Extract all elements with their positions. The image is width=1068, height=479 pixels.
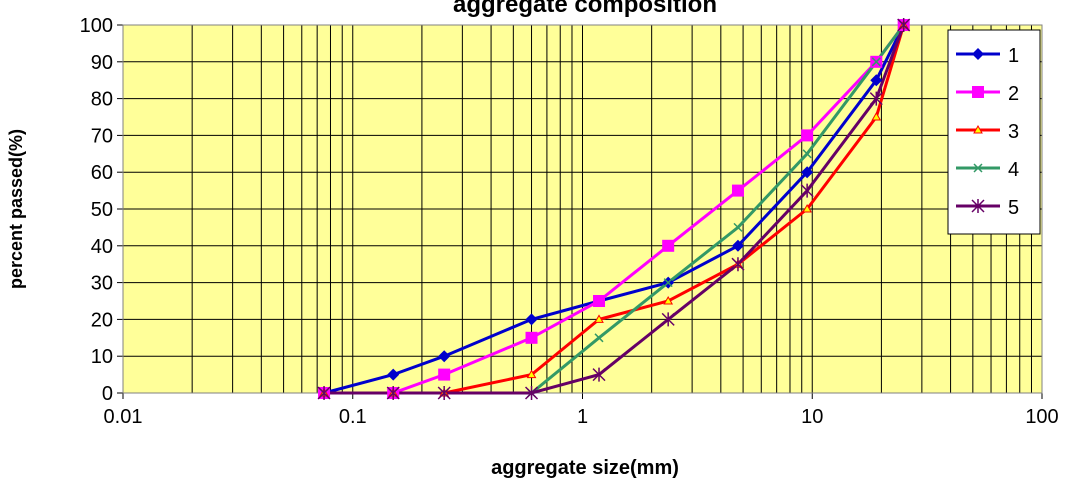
plot-border xyxy=(122,24,1043,394)
marker xyxy=(438,350,451,363)
y-tick-label: 30 xyxy=(91,273,113,295)
x-tick-label: 0.1 xyxy=(339,406,367,428)
y-tick-label: 40 xyxy=(91,236,113,258)
marker xyxy=(802,149,812,159)
x-tick-label: 1 xyxy=(577,406,588,428)
x-tick-label: 100 xyxy=(1025,406,1058,428)
y-tick-label: 70 xyxy=(91,125,113,147)
y-tick-label: 10 xyxy=(91,346,113,368)
legend-label: 1 xyxy=(1008,45,1019,67)
marker xyxy=(971,199,985,213)
marker xyxy=(662,239,675,252)
marker xyxy=(731,239,744,252)
marker xyxy=(438,368,451,381)
x-axis-label: aggregate size(mm) xyxy=(491,457,679,479)
marker xyxy=(871,57,881,67)
marker xyxy=(801,129,814,142)
legend-box xyxy=(947,29,1041,235)
legend-label: 3 xyxy=(1008,121,1019,143)
marker xyxy=(525,331,538,344)
series-line xyxy=(323,24,906,395)
marker xyxy=(593,295,606,307)
marker xyxy=(661,312,675,327)
y-tick-label: 90 xyxy=(91,52,113,74)
marker xyxy=(733,222,743,232)
legend-label: 4 xyxy=(1008,159,1019,181)
marker xyxy=(973,124,983,134)
marker xyxy=(594,333,604,343)
y-tick-label: 50 xyxy=(91,199,113,221)
marker xyxy=(801,166,814,179)
y-tick-label: 20 xyxy=(91,309,113,331)
marker xyxy=(526,369,537,379)
marker xyxy=(802,203,812,213)
marker xyxy=(437,386,451,400)
legend-label: 5 xyxy=(1008,197,1019,219)
marker xyxy=(524,386,539,400)
y-axis-label: percent passed(%) xyxy=(6,129,26,289)
marker xyxy=(871,111,882,121)
y-tick-label: 100 xyxy=(80,15,113,37)
marker xyxy=(972,86,984,98)
marker xyxy=(973,163,983,173)
x-tick-label: 10 xyxy=(801,406,823,428)
marker xyxy=(663,295,674,305)
marker xyxy=(386,386,400,400)
marker xyxy=(897,18,911,32)
legend-label: 2 xyxy=(1008,83,1019,105)
x-tick-label: 0.01 xyxy=(104,406,143,428)
marker xyxy=(800,183,814,198)
series-line xyxy=(324,24,906,395)
marker xyxy=(972,48,984,60)
marker xyxy=(869,91,883,106)
y-tick-label: 80 xyxy=(91,89,113,111)
marker xyxy=(387,368,400,381)
chart-title: aggregate composition xyxy=(453,0,717,18)
y-tick-label: 60 xyxy=(91,162,113,184)
y-tick-label: 0 xyxy=(102,383,113,405)
marker xyxy=(731,184,744,197)
marker xyxy=(592,367,606,382)
marker xyxy=(731,257,745,272)
marker xyxy=(870,74,883,87)
series-line xyxy=(324,24,905,395)
marker xyxy=(663,278,673,288)
marker xyxy=(594,314,604,323)
marker xyxy=(317,386,331,400)
marker xyxy=(525,313,538,326)
